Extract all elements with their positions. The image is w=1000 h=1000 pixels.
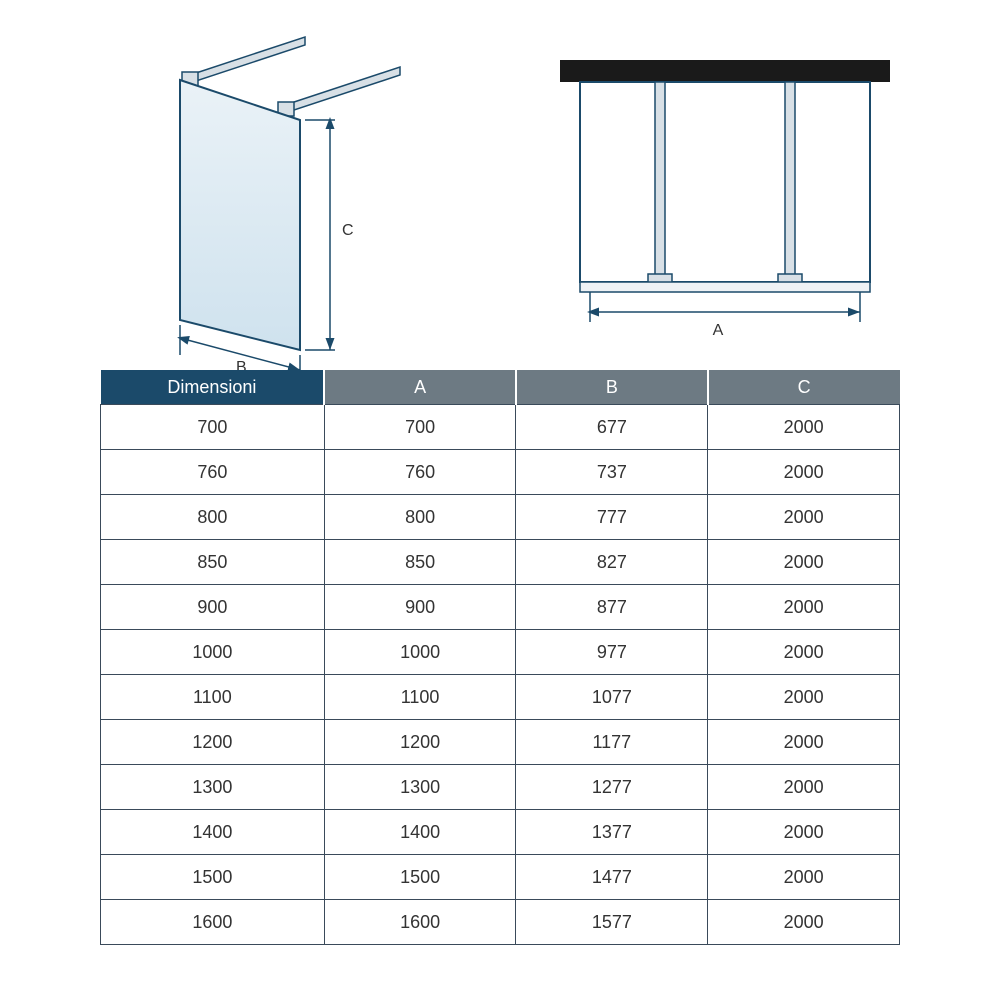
table-cell: 1400	[324, 810, 516, 855]
col-header-dimensioni: Dimensioni	[101, 370, 325, 405]
table-cell: 1477	[516, 855, 708, 900]
table-cell: 1300	[101, 765, 325, 810]
table-cell: 2000	[708, 630, 900, 675]
table-cell: 1400	[101, 810, 325, 855]
table-cell: 677	[516, 405, 708, 450]
table-row: 1300130012772000	[101, 765, 900, 810]
table-row: 8508508272000	[101, 540, 900, 585]
table-cell: 827	[516, 540, 708, 585]
table-row: 1200120011772000	[101, 720, 900, 765]
table-row: 1600160015772000	[101, 900, 900, 945]
label-b: B	[236, 359, 247, 370]
table-row: 1400140013772000	[101, 810, 900, 855]
table-cell: 1200	[324, 720, 516, 765]
table-cell: 1500	[324, 855, 516, 900]
col-header-c: C	[708, 370, 900, 405]
table-cell: 2000	[708, 855, 900, 900]
table-cell: 1000	[324, 630, 516, 675]
col-header-b: B	[516, 370, 708, 405]
table-body: 7007006772000760760737200080080077720008…	[101, 405, 900, 945]
table-cell: 777	[516, 495, 708, 540]
table-cell: 1377	[516, 810, 708, 855]
table-cell: 1077	[516, 675, 708, 720]
dimensions-table: DimensioniABC 70070067720007607607372000…	[100, 370, 900, 945]
table-row: 8008007772000	[101, 495, 900, 540]
table-cell: 1200	[101, 720, 325, 765]
table-cell: 2000	[708, 810, 900, 855]
table-cell: 2000	[708, 495, 900, 540]
table-cell: 850	[324, 540, 516, 585]
right-diagram: A	[560, 60, 890, 339]
table-cell: 2000	[708, 585, 900, 630]
table-cell: 877	[516, 585, 708, 630]
table-cell: 900	[101, 585, 325, 630]
diagrams-svg: C B	[0, 0, 1000, 370]
table-cell: 1277	[516, 765, 708, 810]
table-cell: 1000	[101, 630, 325, 675]
table-cell: 2000	[708, 900, 900, 945]
table-cell: 1100	[324, 675, 516, 720]
table-cell: 760	[324, 450, 516, 495]
table-row: 1100110010772000	[101, 675, 900, 720]
table-cell: 1577	[516, 900, 708, 945]
table-cell: 1600	[324, 900, 516, 945]
table-cell: 700	[324, 405, 516, 450]
table-cell: 1100	[101, 675, 325, 720]
table-cell: 2000	[708, 675, 900, 720]
table-cell: 1600	[101, 900, 325, 945]
table-cell: 2000	[708, 720, 900, 765]
table-cell: 2000	[708, 765, 900, 810]
page: C B	[0, 0, 1000, 1000]
table-row: 9009008772000	[101, 585, 900, 630]
table-row: 100010009772000	[101, 630, 900, 675]
table-cell: 850	[101, 540, 325, 585]
table-cell: 800	[324, 495, 516, 540]
table-cell: 737	[516, 450, 708, 495]
label-a: A	[713, 322, 724, 339]
col-header-a: A	[324, 370, 516, 405]
table-cell: 1500	[101, 855, 325, 900]
table-row: 7007006772000	[101, 405, 900, 450]
left-diagram: C B	[180, 37, 400, 370]
table-cell: 1177	[516, 720, 708, 765]
table-cell: 800	[101, 495, 325, 540]
table-header-row: DimensioniABC	[101, 370, 900, 405]
table-cell: 2000	[708, 540, 900, 585]
table-cell: 2000	[708, 450, 900, 495]
table-cell: 760	[101, 450, 325, 495]
diagram-area: C B	[0, 0, 1000, 370]
table-cell: 1300	[324, 765, 516, 810]
table-row: 7607607372000	[101, 450, 900, 495]
table-cell: 900	[324, 585, 516, 630]
dimensions-table-wrap: DimensioniABC 70070067720007607607372000…	[100, 370, 900, 945]
table-cell: 700	[101, 405, 325, 450]
table-row: 1500150014772000	[101, 855, 900, 900]
table-cell: 2000	[708, 405, 900, 450]
label-c: C	[342, 222, 354, 239]
table-cell: 977	[516, 630, 708, 675]
